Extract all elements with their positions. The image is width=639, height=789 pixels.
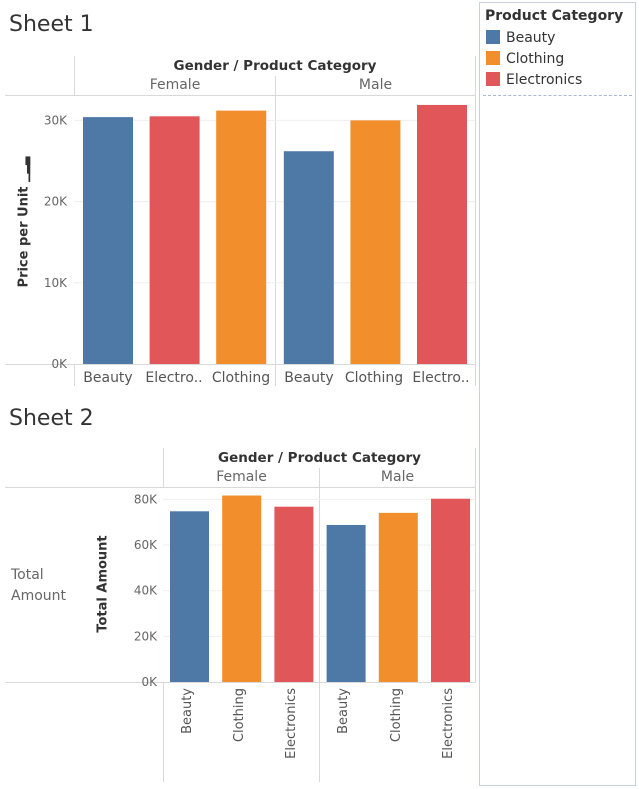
sheet1-y-tick-label: 20K: [44, 195, 68, 209]
sheet2-header-left-border: [163, 448, 164, 488]
sheet2-xlabel-3: Beauty: [336, 688, 351, 734]
legend-swatch-clothing: [486, 51, 500, 65]
sheet1-xlabel-1: Electro..: [145, 370, 203, 386]
sheet2-y-tick-label: 60K: [134, 538, 158, 552]
sheet2-group-divider: [319, 468, 320, 782]
legend-item-beauty[interactable]: Beauty: [486, 28, 555, 48]
sheet1-right-border: [475, 56, 476, 386]
sheet2-xlabel-0: Beauty: [180, 688, 195, 734]
sheet2-bar-female-beauty[interactable]: [170, 511, 209, 682]
sheet2-xlabel-4: Clothing: [389, 688, 404, 743]
sheet2-xlabel-1: Clothing: [232, 688, 247, 743]
legend-label-clothing: Clothing: [506, 51, 565, 67]
sheet1-xlabel-5: Electro..: [412, 370, 470, 386]
sheet1-y-tick-label: 10K: [44, 276, 68, 290]
sheet2-header-bottom-line: [5, 487, 476, 488]
sheet2-xlabel-left-border: [163, 682, 164, 782]
sheet2-plot-bottom-line: [5, 682, 476, 683]
sheet1-bar-female-electronics[interactable]: [149, 116, 200, 364]
sheet2-bar-male-electronics[interactable]: [431, 498, 470, 682]
sheet1-plot: 0K 10K 20K 30K: [44, 104, 475, 371]
legend-swatch-beauty: [486, 30, 500, 44]
legend-divider: [483, 95, 632, 96]
sheet2-xlabel-2: Electronics: [284, 688, 299, 759]
sheet2-y-tick-label: 40K: [134, 584, 158, 598]
sheet2-right-border: [475, 448, 476, 682]
sheet2-y-tick-label: 80K: [134, 492, 158, 506]
sheet1-xlabel-left-border: [74, 364, 75, 386]
sheet2-group-female: Female: [216, 469, 267, 485]
legend-swatch-electronics: [486, 72, 500, 86]
sheet2-title: Sheet 2: [9, 406, 94, 431]
legend-panel[interactable]: Product Category Beauty Clothing Electro…: [479, 2, 636, 786]
sheet1-group-divider: [275, 76, 276, 386]
sheet1-bar-male-beauty[interactable]: [283, 151, 334, 364]
sheet1-y-tick-label: 0K: [51, 357, 68, 371]
sheet1-xlabel-3: Beauty: [284, 370, 334, 386]
legend-item-clothing[interactable]: Clothing: [486, 49, 564, 69]
sheet2-y-tick-label: 0K: [141, 675, 158, 689]
sheet1-bar-male-clothing[interactable]: [350, 120, 401, 364]
sheet1-group-male: Male: [358, 77, 393, 93]
sheet2-bar-male-clothing[interactable]: [378, 512, 418, 682]
sheet1-header-bottom-line: [5, 95, 476, 96]
sheet2-group-male: Male: [380, 469, 415, 485]
sheet2-row-header: Total Amount: [11, 567, 67, 604]
legend-title: Product Category: [485, 8, 624, 24]
sheet1-y-tick-label: 30K: [44, 113, 68, 127]
sheet2-plot: 0K 20K 40K 60K 80K: [134, 492, 475, 689]
sheet2-bar-male-beauty[interactable]: [326, 524, 366, 682]
sheet2-header: Gender / Product Category: [218, 450, 421, 466]
sheet1-xlabel-2: Clothing: [211, 370, 271, 386]
sheet1-xlabel-4: Clothing: [344, 370, 404, 386]
sheet2-bar-female-clothing[interactable]: [222, 495, 262, 682]
sheet1-header-left-border: [74, 56, 75, 96]
legend-label-electronics: Electronics: [506, 72, 583, 88]
sheet2-bar-female-electronics[interactable]: [274, 506, 314, 682]
sheet1-bar-male-electronics[interactable]: [417, 104, 467, 364]
sheet2-y-tick-label: 20K: [134, 629, 158, 643]
sheet1-xlabel-0: Beauty: [83, 370, 133, 386]
sheet1-group-female: Female: [149, 77, 201, 93]
sheet1-header: Gender / Product Category: [173, 58, 377, 74]
sheet2-xlabel-5: Electronics: [441, 688, 456, 759]
sheet1-bar-female-clothing[interactable]: [216, 110, 267, 364]
sheet1-bar-female-beauty[interactable]: [83, 117, 133, 365]
sheet1-plot-bottom-line: [5, 364, 476, 365]
sheet1-title: Sheet 1: [9, 12, 94, 37]
legend-label-beauty: Beauty: [506, 30, 556, 46]
legend-item-electronics[interactable]: Electronics: [486, 70, 582, 90]
